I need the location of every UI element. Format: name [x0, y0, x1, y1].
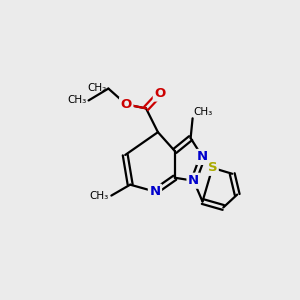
Text: CH₃: CH₃: [89, 190, 108, 201]
Text: N: N: [149, 185, 161, 198]
Text: O: O: [121, 98, 132, 111]
Text: S: S: [208, 161, 217, 174]
Text: N: N: [188, 174, 199, 187]
Text: O: O: [154, 87, 166, 100]
Text: CH₃: CH₃: [67, 95, 87, 106]
Text: N: N: [197, 150, 208, 164]
Text: CH₃: CH₃: [194, 107, 213, 117]
Text: CH₂: CH₂: [87, 82, 106, 93]
